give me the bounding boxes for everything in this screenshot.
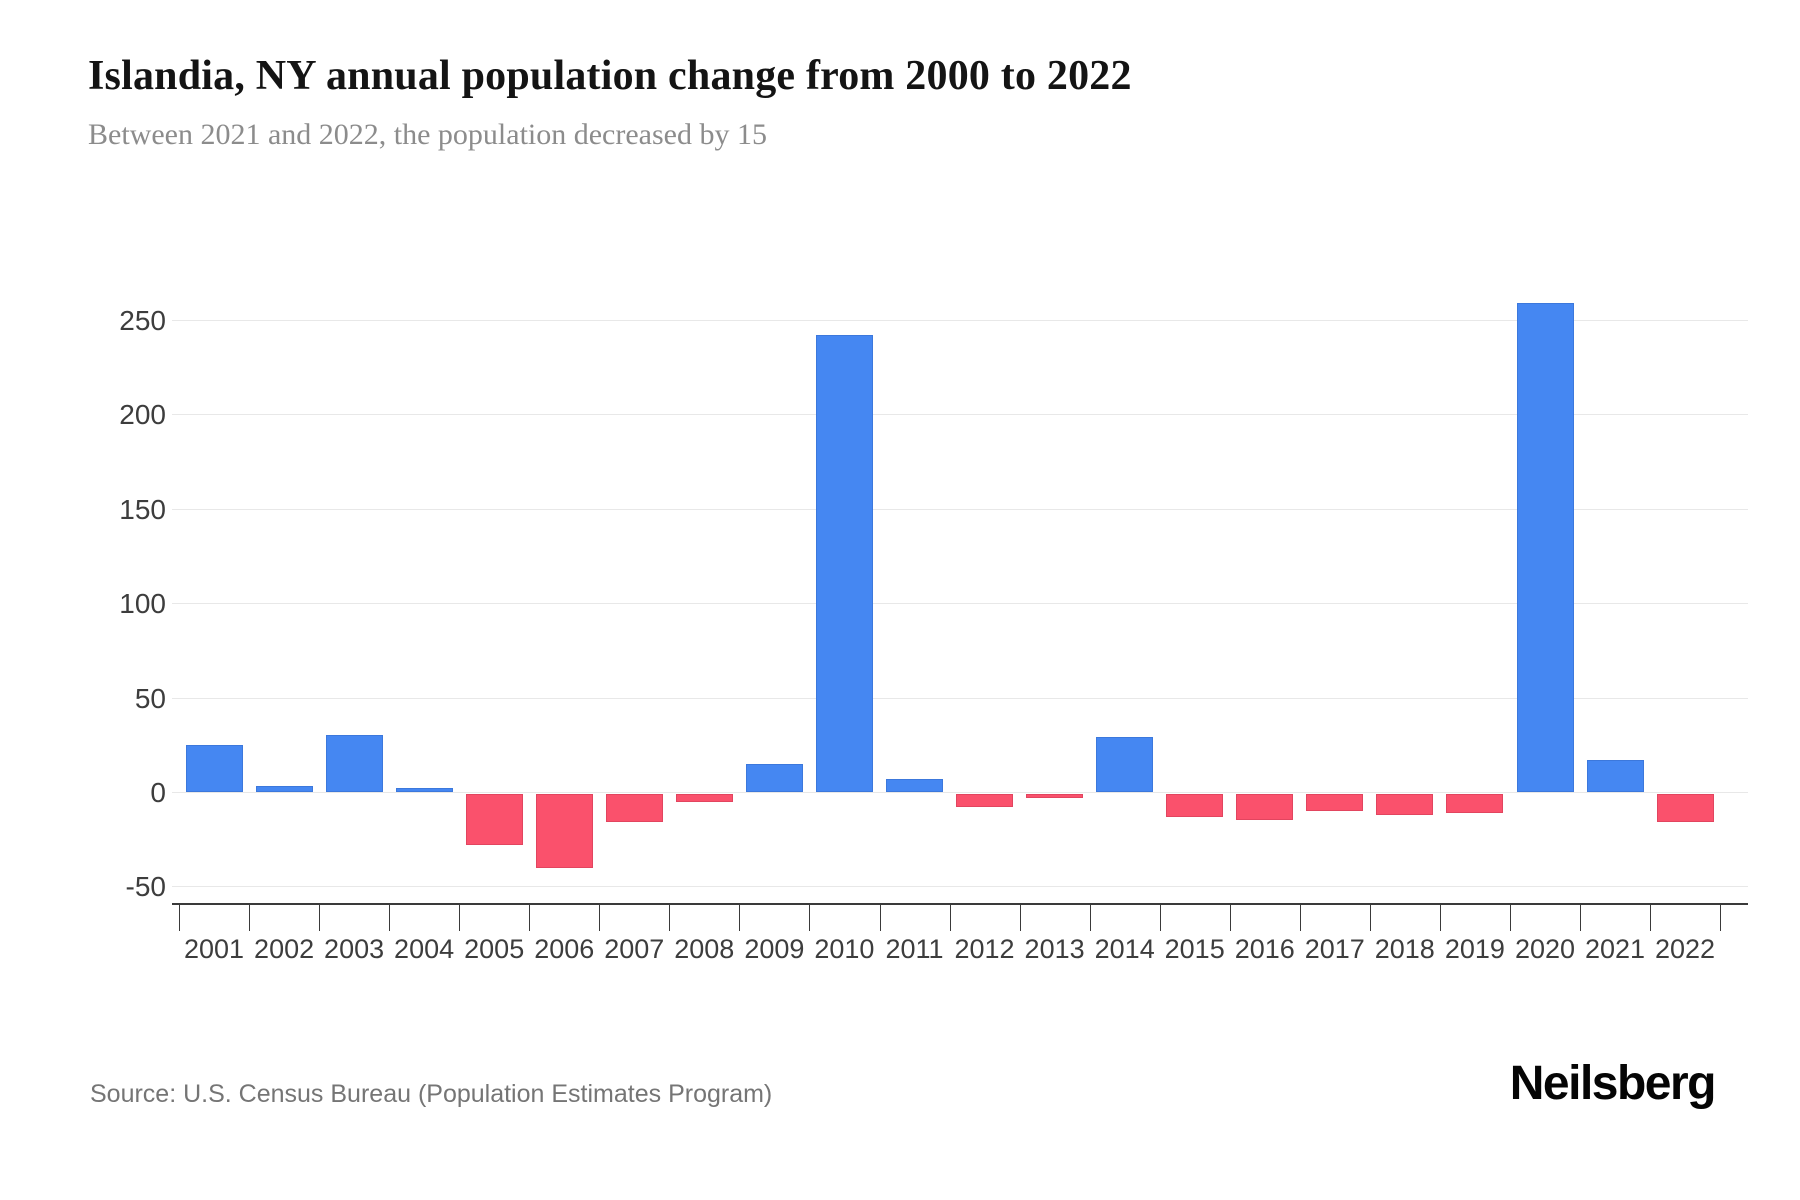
bar-2019[interactable] [1446,794,1504,813]
y-axis-tick-label: 250 [119,305,166,336]
bar-2002[interactable] [255,786,313,792]
x-axis-label-2017: 2017 [1304,934,1365,964]
x-axis-tick [879,903,881,931]
x-axis-tick [529,903,531,931]
bar-2014[interactable] [1096,737,1154,792]
x-axis-tick [1720,903,1722,931]
x-axis-tick [599,903,601,931]
y-axis-tick-label: 150 [119,493,166,525]
x-axis-tick [1439,903,1441,931]
x-axis-tick [179,903,180,931]
bar-2017[interactable] [1306,794,1364,811]
bar-2007[interactable] [605,794,663,823]
x-axis-label-2007: 2007 [604,934,665,964]
brand-logo: Neilsberg [1509,1057,1717,1110]
x-axis-label-2022: 2022 [1654,934,1716,964]
bar-2018[interactable] [1376,794,1434,815]
bar-2010[interactable] [815,335,873,792]
page-title: Islandia, NY annual population change fr… [88,53,1132,99]
x-axis-label-2011: 2011 [885,934,944,964]
x-axis-line [172,903,1748,905]
x-axis-label-2009: 2009 [744,934,805,964]
x-axis-tick [669,903,671,931]
y-gridline [172,697,1748,699]
x-axis-tick [319,903,321,931]
x-axis-tick [809,903,811,931]
y-axis-tick-label: -50 [125,871,166,903]
x-axis-tick [1369,903,1371,931]
x-axis-label-2001: 2001 [183,934,245,964]
x-axis-label-2016: 2016 [1234,934,1295,964]
bar-2021[interactable] [1586,759,1644,792]
bar-2001[interactable] [185,744,243,792]
bar-2003[interactable] [325,735,383,792]
bar-2012[interactable] [956,794,1013,808]
y-gridline [172,792,1748,793]
x-axis-label-2021: 2021 [1584,934,1646,964]
x-axis-tick [1509,903,1511,931]
bar-2008[interactable] [675,794,733,802]
x-axis-label-2004: 2004 [394,934,455,964]
x-axis-label-2008: 2008 [674,934,735,964]
bar-2009[interactable] [745,763,803,792]
bar-2011[interactable] [886,778,943,792]
bar-2022[interactable] [1656,794,1714,823]
y-gridline [172,508,1748,510]
bar-2020[interactable] [1516,303,1574,792]
x-axis-label-2003: 2003 [324,934,385,964]
x-axis-tick [949,903,951,931]
x-axis-tick [739,903,741,931]
y-gridline [172,320,1748,321]
bar-2005[interactable] [465,794,523,845]
x-axis-label-2020: 2020 [1514,934,1576,964]
x-axis-tick [1089,903,1091,931]
x-axis-tick [389,903,391,931]
bar-2015[interactable] [1166,794,1224,817]
x-axis-label-2018: 2018 [1374,934,1435,964]
x-axis-tick [1650,903,1651,931]
y-axis-tick-label: 50 [134,682,166,714]
bar-2006[interactable] [535,794,593,868]
x-axis-label-2013: 2013 [1024,934,1085,964]
y-gridline [172,603,1748,605]
x-axis-label-2006: 2006 [534,934,595,964]
x-axis-tick [459,903,461,931]
y-gridline [172,414,1748,416]
x-axis-tick [1019,903,1021,931]
y-gridline [172,886,1748,888]
x-axis-label-2005: 2005 [464,934,525,964]
x-axis-label-2010: 2010 [814,934,875,964]
x-axis-tick [249,903,250,931]
x-axis-tick [1229,903,1231,931]
source-note: Source: U.S. Census Bureau (Population E… [90,1080,773,1108]
x-axis-tick [1299,903,1301,931]
page-subtitle: Between 2021 and 2022, the population de… [88,118,767,151]
bar-2013[interactable] [1026,794,1084,798]
bar-2004[interactable] [395,788,453,792]
x-axis-label-2012: 2012 [954,934,1015,964]
x-axis-label-2002: 2002 [254,934,315,964]
x-axis-label-2019: 2019 [1444,934,1505,964]
y-axis-tick-label: 200 [119,399,166,431]
x-axis-label-2015: 2015 [1164,934,1225,964]
bar-2016[interactable] [1236,794,1294,821]
x-axis-label-2014: 2014 [1094,934,1155,964]
x-axis-tick [1159,903,1161,931]
y-axis-tick-label: 0 [150,777,166,808]
y-axis-tick-label: 100 [119,588,166,620]
x-axis-tick [1580,903,1581,931]
